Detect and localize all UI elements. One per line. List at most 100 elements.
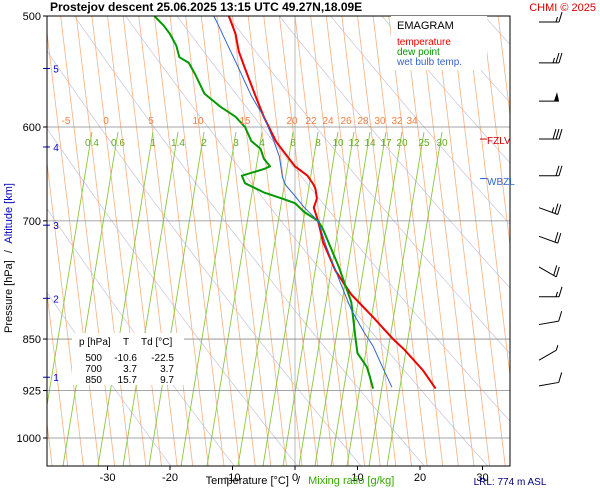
isotherm-label: 34 <box>406 116 418 127</box>
barb-full <box>555 52 560 63</box>
isotherm-label: 0 <box>103 116 109 127</box>
dry-adiabat <box>47 208 235 466</box>
wind-barb <box>539 165 563 177</box>
barb-full <box>558 128 563 140</box>
isotherm-line <box>545 16 599 468</box>
mixing-ratio-label: 17 <box>380 138 392 149</box>
mixing-ratio-line <box>314 131 371 466</box>
isotherm-line <box>122 16 178 466</box>
isotherm-line <box>200 16 256 466</box>
mixing-ratio-label: 8 <box>315 138 321 149</box>
y-axis-label: Pressure [hPa] / Altitude [km] <box>3 183 15 333</box>
table-cell: 3.7 <box>123 364 137 375</box>
mixing-ratio-label: 20 <box>396 138 408 149</box>
table-cell: 15.7 <box>118 375 138 386</box>
dry-adiabat <box>176 16 510 422</box>
wind-barb <box>539 92 559 102</box>
chart-title: Prostejov descent 25.06.2025 13:15 UTC 4… <box>50 0 362 14</box>
isotherm-label: 5 <box>148 116 154 127</box>
isotherm-line <box>75 16 131 466</box>
mixing-ratio-line <box>237 131 294 466</box>
barb-half <box>555 345 559 351</box>
temperature-tick-label: 20 <box>414 472 426 484</box>
barb-half <box>552 57 555 63</box>
mixing-ratio-line <box>62 131 119 466</box>
table-cell: 500 <box>85 353 102 364</box>
mixing-ratio-line <box>97 131 154 466</box>
mixing-ratio-label: 6 <box>290 138 296 149</box>
isotherm-line <box>47 289 69 466</box>
barb-full <box>558 52 563 63</box>
mixing-ratio-label: 14 <box>364 138 376 149</box>
isotherm-label: -5 <box>62 116 71 127</box>
isotherm-line <box>153 16 209 466</box>
barb-full <box>558 165 563 176</box>
barb-staff <box>538 235 558 244</box>
barb-full <box>558 372 563 383</box>
dry-adiabat <box>278 16 510 289</box>
table-cell: 700 <box>85 364 102 375</box>
barb-half <box>551 207 555 213</box>
isotherm-line <box>185 16 241 466</box>
isotherm-label: 22 <box>305 116 317 127</box>
barb-staff <box>538 320 559 326</box>
isotherm-label: 32 <box>391 116 403 127</box>
wind-barb <box>539 286 563 298</box>
altitude-tick-label: 4 <box>53 143 59 154</box>
temperature-tick-label: 30 <box>476 472 488 484</box>
barb-full <box>553 265 558 276</box>
dry-adiabat <box>530 10 600 468</box>
mixing-ratio-label: 30 <box>436 138 448 149</box>
altitude-tick-label: 1 <box>53 373 59 384</box>
isotherm-line <box>561 16 600 468</box>
barb-staff <box>538 381 559 387</box>
temperature-tick-label: 0 <box>292 472 298 484</box>
isotherm-line <box>497 16 510 119</box>
dry-adiabat <box>330 16 510 226</box>
barb-full <box>555 165 560 176</box>
barb-full <box>558 286 563 297</box>
wind-barb <box>538 372 563 387</box>
isotherm-line <box>388 16 444 466</box>
table-cell: -10.6 <box>114 353 137 364</box>
isotherm-line <box>325 16 381 466</box>
isotherm-line <box>232 16 287 466</box>
pressure-tick-label: 500 <box>23 11 41 23</box>
mixing-ratio-label: 0.4 <box>85 138 99 149</box>
isotherm-line <box>529 16 583 468</box>
isotherm-line <box>310 16 366 466</box>
legend-item-dew-point: dew point <box>397 47 440 58</box>
altitude-tick-label: 2 <box>53 294 59 305</box>
isotherm-label: 26 <box>340 116 352 127</box>
isotherm-label: 10 <box>192 116 204 127</box>
table-header-td: Td [°C] <box>141 337 172 348</box>
wind-barbs <box>538 11 563 387</box>
isotherm-line <box>278 16 334 466</box>
table-header-t: T <box>123 337 129 348</box>
isotherm-label: 24 <box>322 116 334 127</box>
mixing-ratio-line <box>122 131 179 466</box>
barb-full <box>557 204 562 215</box>
mixing-ratio-label: 10 <box>332 138 344 149</box>
dry-adiabat <box>227 16 510 355</box>
mixing-ratio-line <box>262 131 319 466</box>
isotherm-label: 15 <box>239 116 251 127</box>
pressure-tick-label: 850 <box>23 334 41 346</box>
barb-pennant <box>554 92 559 102</box>
isotherm-line <box>47 29 100 466</box>
lrl-label: LRL: 774 m ASL <box>474 477 547 488</box>
table-cell: -22.5 <box>151 353 174 364</box>
legend-item-wet-bulb: wet bulb temp. <box>396 57 462 68</box>
mixing-ratio-label: 12 <box>348 138 360 149</box>
dry-adiabat <box>381 16 510 164</box>
dry-adiabat <box>47 291 172 466</box>
pressure-tick-label: 700 <box>23 216 41 228</box>
series-dew-point <box>153 16 375 389</box>
mixing-ratio-line <box>346 131 403 466</box>
isotherm-label: 28 <box>357 116 369 127</box>
isotherm-line <box>576 16 600 468</box>
mixing-ratio-label: 25 <box>418 138 430 149</box>
mixing-ratio-line <box>282 131 339 466</box>
mixing-ratio-label: 4 <box>259 138 265 149</box>
